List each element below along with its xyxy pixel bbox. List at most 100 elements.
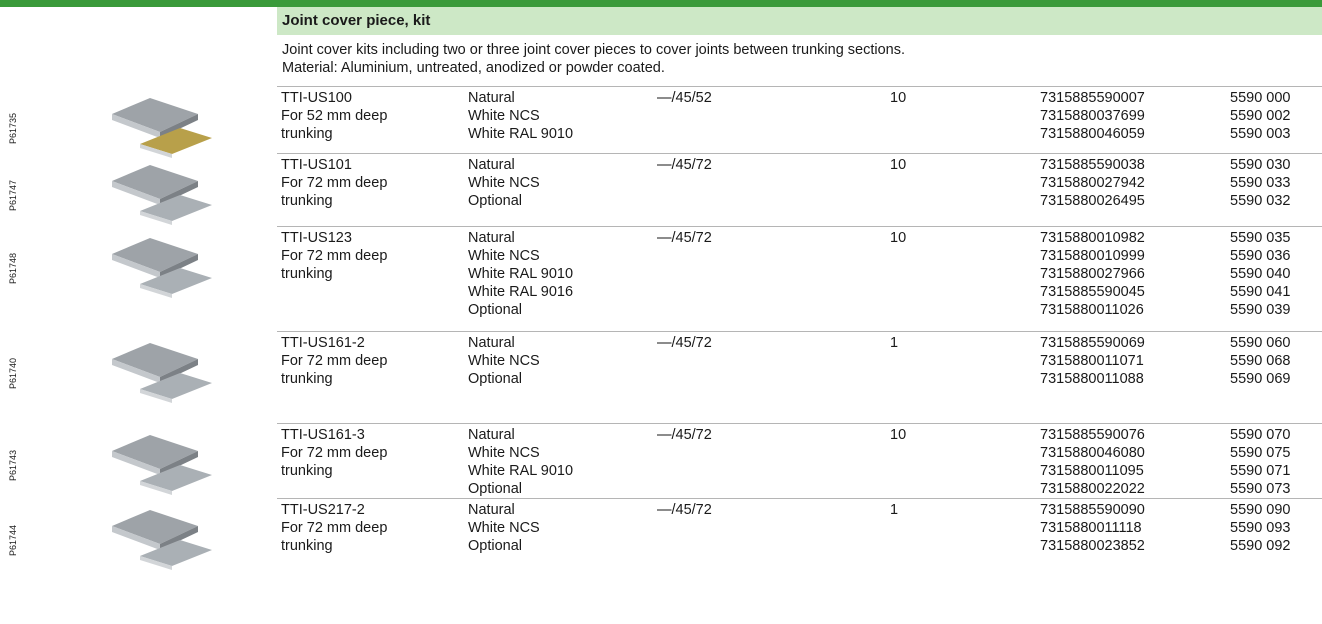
product-name: trunking <box>281 193 333 209</box>
color: Optional <box>468 538 523 554</box>
reference-column: 5590 030 5590 033 5590 032 <box>1230 156 1290 210</box>
product-name: trunking <box>281 266 333 282</box>
ean-code: 7315880011026 <box>1040 302 1144 318</box>
picture-code: P61747 <box>8 179 18 211</box>
reference: 5590 033 <box>1230 175 1291 191</box>
color: Natural <box>468 90 515 106</box>
product-image <box>112 343 212 403</box>
ean-code-column: 7315885590090 7315880011118 7315880023852 <box>1040 501 1145 555</box>
dimensions: —/45/72 <box>657 427 712 443</box>
product-image <box>112 98 212 158</box>
picture-code: P61740 <box>8 357 18 389</box>
picture-code: P61744 <box>8 524 18 556</box>
color-column: Natural White NCS Optional <box>468 334 540 388</box>
ean-code-column: 7315885590076 7315880046080 7315880011095 7… <box>1040 426 1145 498</box>
color: Natural <box>468 427 515 443</box>
color: Optional <box>468 481 523 497</box>
reference-column: 5590 000 5590 002 5590 003 <box>1230 89 1290 143</box>
color-column: Natural White NCS White RAL 9010 White RAL … <box>468 229 573 319</box>
dimensions: —/45/72 <box>657 230 712 246</box>
description-line: Material: Aluminium, untreated, anodized… <box>282 60 665 76</box>
product-name: TTI-US123 <box>281 230 352 246</box>
reference: 5590 041 <box>1230 284 1291 300</box>
ean-code: 7315880037699 <box>1040 108 1145 124</box>
section-title: Joint cover piece, kit <box>277 7 1322 35</box>
color: Optional <box>468 193 523 209</box>
reference: 5590 000 <box>1230 90 1291 106</box>
quantity: 10 <box>890 427 907 443</box>
ean-code: 7315885590076 <box>1040 427 1145 443</box>
color-column: Natural White NCS Optional <box>468 156 540 210</box>
product-name: TTI-US161-2 <box>281 335 365 351</box>
ean-code-column: 7315885590007 7315880037699 7315880046059 <box>1040 89 1145 143</box>
separator <box>277 498 1322 499</box>
ean-code: 7315880010982 <box>1040 230 1145 246</box>
product-image <box>112 435 212 495</box>
reference-column: 5590 090 5590 093 5590 092 <box>1230 501 1290 555</box>
product-name: TTI-US161-3 <box>281 427 365 443</box>
product-name: trunking <box>281 538 333 554</box>
ean-code: 7315885590090 <box>1040 502 1145 518</box>
reference: 5590 003 <box>1230 126 1291 142</box>
description: Joint cover kits including two or three … <box>282 41 905 77</box>
color: White NCS <box>468 353 540 369</box>
product-name: For 72 mm deep <box>281 445 388 461</box>
product-name: For 72 mm deep <box>281 175 388 191</box>
description-line: Joint cover kits including two or three … <box>282 42 906 58</box>
product-name: For 72 mm deep <box>281 248 388 264</box>
color-column: Natural White NCS White RAL 9010 <box>468 89 573 143</box>
reference: 5590 068 <box>1230 353 1291 369</box>
reference: 5590 035 <box>1230 230 1291 246</box>
reference-column: 5590 060 5590 068 5590 069 <box>1230 334 1290 388</box>
reference-column: 5590 070 5590 075 5590 071 5590 073 <box>1230 426 1290 498</box>
ean-code: 7315880011095 <box>1040 463 1144 479</box>
separator <box>277 226 1322 227</box>
separator <box>277 331 1322 332</box>
ean-code: 7315880046080 <box>1040 445 1145 461</box>
color: White NCS <box>468 108 540 124</box>
product-name-column: TTI-US101 For 72 mm deep trunking <box>281 156 387 210</box>
ean-code: 7315880027942 <box>1040 175 1145 191</box>
color: Natural <box>468 157 515 173</box>
ean-code: 7315880010999 <box>1040 248 1145 264</box>
top-bar <box>0 0 1322 7</box>
ean-code: 7315880011088 <box>1040 371 1144 387</box>
reference: 5590 036 <box>1230 248 1291 264</box>
dimensions: —/45/72 <box>657 502 712 518</box>
color: White NCS <box>468 445 540 461</box>
picture-code: P61748 <box>8 252 18 284</box>
product-name-column: TTI-US123 For 72 mm deep trunking <box>281 229 387 283</box>
product-name: TTI-US101 <box>281 157 352 173</box>
product-name-column: TTI-US161-2 For 72 mm deep trunking <box>281 334 387 388</box>
ean-code-column: 7315885590069 7315880011071 7315880011088 <box>1040 334 1145 388</box>
color: White NCS <box>468 175 540 191</box>
color: White RAL 9010 <box>468 126 574 142</box>
separator <box>277 86 1322 87</box>
product-name-column: TTI-US100 For 52 mm deep trunking <box>281 89 387 143</box>
color: Optional <box>468 371 523 387</box>
dimensions: —/45/72 <box>657 157 712 173</box>
dimensions: —/45/72 <box>657 335 712 351</box>
product-name: TTI-US100 <box>281 90 352 106</box>
reference: 5590 073 <box>1230 481 1291 497</box>
product-name-column: TTI-US217-2 For 72 mm deep trunking <box>281 501 387 555</box>
reference: 5590 092 <box>1230 538 1291 554</box>
dimensions: —/45/52 <box>657 90 712 106</box>
color: White NCS <box>468 520 540 536</box>
reference: 5590 070 <box>1230 427 1291 443</box>
color-column: Natural White NCS White RAL 9010 Optional <box>468 426 573 498</box>
product-name: trunking <box>281 126 333 142</box>
reference: 5590 060 <box>1230 335 1291 351</box>
color: Optional <box>468 302 523 318</box>
ean-code: 7315880046059 <box>1040 126 1145 142</box>
product-name: For 72 mm deep <box>281 520 388 536</box>
reference-column: 5590 035 5590 036 5590 040 5590 041 5590 039 <box>1230 229 1290 319</box>
separator <box>277 153 1322 154</box>
product-name: For 52 mm deep <box>281 108 388 124</box>
product-name: trunking <box>281 371 333 387</box>
reference: 5590 069 <box>1230 371 1291 387</box>
reference: 5590 002 <box>1230 108 1291 124</box>
color: Natural <box>468 335 515 351</box>
ean-code: 7315880022022 <box>1040 481 1145 497</box>
